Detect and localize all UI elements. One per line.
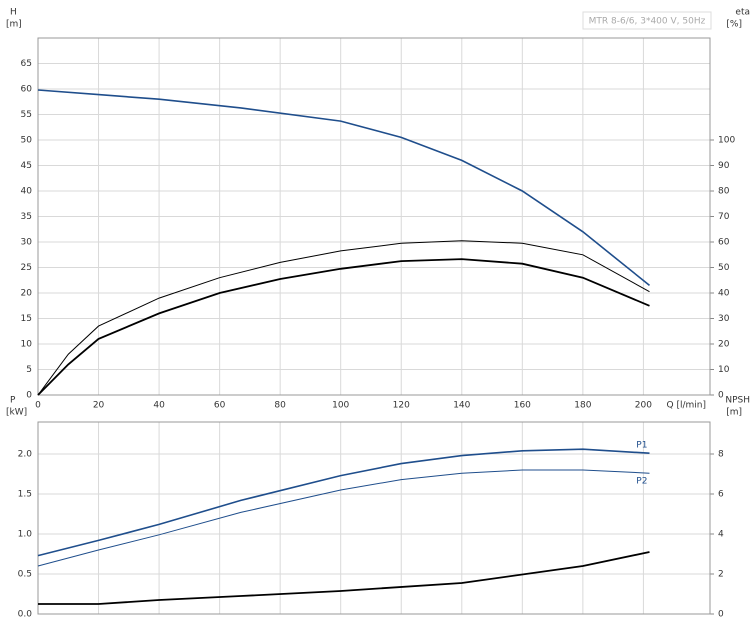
curve bbox=[38, 551, 650, 605]
curve bbox=[37, 448, 650, 557]
y-tick-label: 2.0 bbox=[18, 450, 33, 460]
y2-tick-label: 60 bbox=[718, 238, 730, 248]
x-tick-label: 180 bbox=[574, 401, 591, 411]
x-tick-label: 200 bbox=[635, 401, 652, 411]
legend-text: MTR 8-6/6, 3*400 V, 50Hz bbox=[589, 17, 706, 27]
x-tick-label: 140 bbox=[453, 401, 470, 411]
y2-tick-label: 50 bbox=[718, 263, 730, 273]
y-tick-label: 30 bbox=[21, 238, 33, 248]
curve bbox=[37, 469, 650, 567]
y2-tick-label: 4 bbox=[718, 530, 724, 540]
x-tick-label: 60 bbox=[214, 401, 226, 411]
y2-tick-label: 0 bbox=[718, 610, 724, 620]
curve-label: P1 bbox=[636, 441, 647, 451]
y-tick-label: 55 bbox=[21, 110, 32, 120]
y-tick-label: 25 bbox=[21, 263, 32, 273]
x-tick-label: 120 bbox=[393, 401, 410, 411]
x-tick-label: 20 bbox=[93, 401, 105, 411]
curve bbox=[37, 258, 650, 396]
y-tick-label: 1.0 bbox=[18, 530, 33, 540]
y-tick-label: 10 bbox=[21, 340, 33, 350]
x-tick-label: 40 bbox=[153, 401, 165, 411]
y-label: P bbox=[10, 396, 16, 406]
y2-tick-label: 0 bbox=[718, 391, 724, 401]
y2-tick-label: 20 bbox=[718, 340, 730, 350]
y-tick-label: 5 bbox=[26, 365, 32, 375]
y-tick-label: 40 bbox=[21, 187, 33, 197]
y2-tick-label: 8 bbox=[718, 450, 724, 460]
y-tick-label: 60 bbox=[21, 85, 33, 95]
y-tick-label: 35 bbox=[21, 212, 32, 222]
plot-frame bbox=[37, 37, 711, 396]
curve bbox=[37, 240, 650, 396]
x-tick-label: 80 bbox=[274, 401, 286, 411]
y-tick-label: 0 bbox=[26, 391, 32, 401]
y2-tick-label: 70 bbox=[718, 212, 730, 222]
y2-unit: [m] bbox=[726, 408, 742, 418]
y2-tick-label: 80 bbox=[718, 187, 730, 197]
legend-box bbox=[582, 11, 712, 30]
y-tick-label: 15 bbox=[21, 314, 32, 324]
y2-tick-label: 6 bbox=[718, 490, 724, 500]
y-unit: [kW] bbox=[6, 408, 27, 418]
y-label: H bbox=[10, 8, 17, 18]
x-tick-label: 0 bbox=[35, 401, 41, 411]
y-tick-label: 50 bbox=[21, 136, 33, 146]
y2-tick-label: 10 bbox=[718, 365, 730, 375]
y-tick-label: 65 bbox=[21, 59, 32, 69]
curve bbox=[37, 89, 651, 287]
y-tick-label: 0.5 bbox=[18, 570, 32, 580]
curve-label: P2 bbox=[636, 477, 647, 487]
y2-tick-label: 30 bbox=[718, 314, 730, 324]
plot-frame bbox=[37, 421, 711, 615]
y2-label: eta bbox=[735, 8, 750, 18]
y2-unit: [%] bbox=[726, 20, 742, 30]
y-tick-label: 1.5 bbox=[18, 490, 32, 500]
y-tick-label: 20 bbox=[21, 289, 33, 299]
y-unit: [m] bbox=[6, 20, 22, 30]
y2-label: NPSH bbox=[725, 396, 750, 406]
x-tick-label: 100 bbox=[332, 401, 349, 411]
x-label: Q [l/min] bbox=[667, 401, 706, 411]
y2-tick-label: 40 bbox=[718, 289, 730, 299]
y-tick-label: 45 bbox=[21, 161, 32, 171]
x-tick-label: 160 bbox=[514, 401, 531, 411]
y-tick-label: 0.0 bbox=[18, 610, 33, 620]
y2-tick-label: 100 bbox=[718, 136, 735, 146]
y2-tick-label: 90 bbox=[718, 161, 730, 171]
y2-tick-label: 2 bbox=[718, 570, 724, 580]
